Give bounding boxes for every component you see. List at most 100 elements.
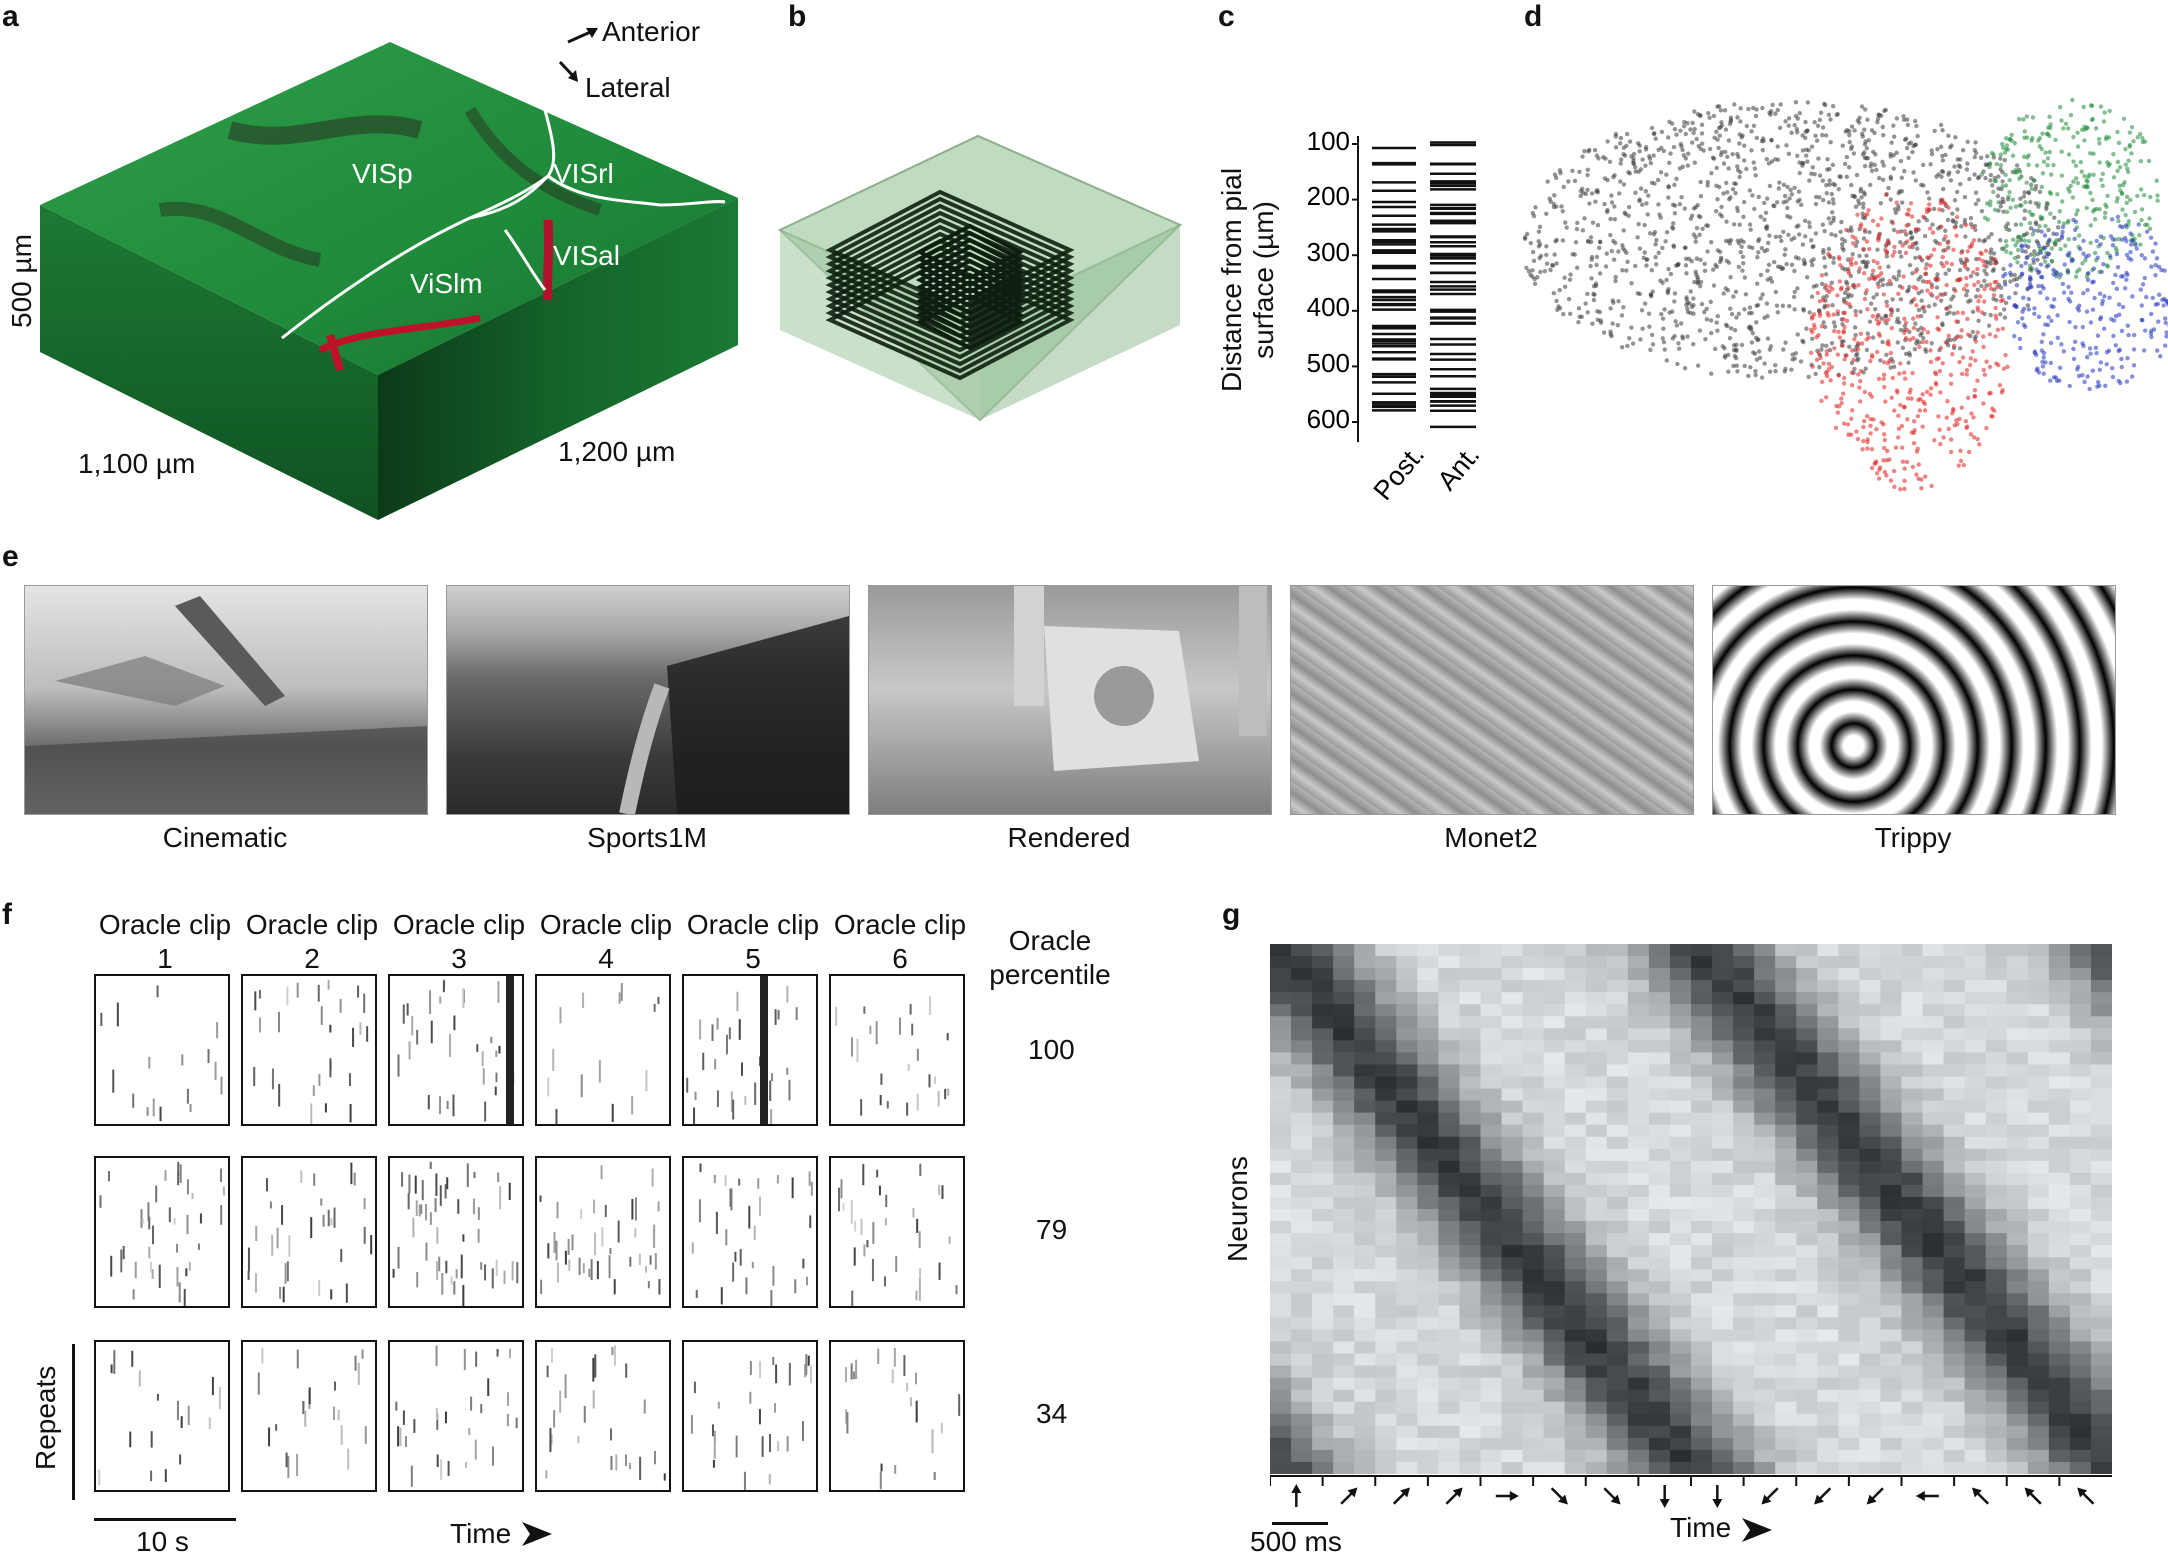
heatmap-cell xyxy=(2049,1390,2071,1403)
neuron-point xyxy=(1933,302,1937,306)
neuron-point xyxy=(2079,160,2083,164)
heatmap-cell xyxy=(1902,1305,1924,1318)
neuron-point xyxy=(1925,390,1929,394)
heatmap-cell xyxy=(1649,1329,1671,1342)
neuron-point xyxy=(1810,364,1814,368)
heatmap-cell xyxy=(1354,1342,1376,1355)
neuron-point xyxy=(1905,289,1909,293)
neuron-point xyxy=(2151,249,2155,253)
neuron-point xyxy=(1533,205,1537,209)
neuron-point xyxy=(2004,239,2008,243)
heatmap-cell xyxy=(2049,944,2071,957)
neuron-point xyxy=(1871,269,1875,273)
heatmap-cell xyxy=(1544,1366,1566,1379)
heatmap-cell xyxy=(1396,1414,1418,1427)
heatmap-cell xyxy=(2028,992,2050,1005)
heatmap-cell xyxy=(1396,1305,1418,1318)
heatmap-cell xyxy=(1923,1317,1945,1330)
neuron-point xyxy=(1847,165,1851,169)
heatmap-cell xyxy=(1565,1101,1587,1114)
neuron-point xyxy=(1885,242,1889,246)
heatmap-cell xyxy=(1944,1329,1966,1342)
neuron-point xyxy=(1700,123,1704,127)
neuron-point xyxy=(1730,152,1734,156)
neuron-point xyxy=(1684,271,1688,275)
heatmap-cell xyxy=(1396,1221,1418,1234)
heatmap-cell xyxy=(2049,1366,2071,1379)
heatmap-cell xyxy=(1607,1185,1629,1198)
neuron-point xyxy=(1843,162,1847,166)
neuron-point xyxy=(1947,334,1951,338)
neuron-point xyxy=(1733,191,1737,195)
neuron-point xyxy=(1789,367,1793,371)
neuron-point xyxy=(2118,165,2122,169)
neuron-point xyxy=(2126,333,2130,337)
neuron-point xyxy=(1862,127,1866,131)
neuron-point xyxy=(1805,275,1809,279)
neuron-point xyxy=(1936,414,1940,418)
neuron-point xyxy=(1819,347,1823,351)
neuron-point xyxy=(1753,369,1757,373)
neuron-point xyxy=(1916,291,1920,295)
heatmap-cell xyxy=(1838,1101,1860,1114)
heatmap-cell xyxy=(1902,992,1924,1005)
heatmap-cell xyxy=(1270,1221,1292,1234)
heatmap-cell xyxy=(1859,1305,1881,1318)
neuron-point xyxy=(1859,222,1863,226)
neuron-point xyxy=(1973,148,1977,152)
neuron-point xyxy=(1863,366,1867,370)
stimulus-label-trippy: Trippy xyxy=(1712,822,2114,854)
heatmap-cell xyxy=(1628,1137,1650,1150)
neuron-point xyxy=(1716,146,1720,150)
neuron-point xyxy=(1818,356,1822,360)
neuron-point xyxy=(2022,323,2026,327)
neuron-point xyxy=(1929,360,1933,364)
neuron-point xyxy=(1908,390,1912,394)
heatmap-cell xyxy=(1544,1390,1566,1403)
heatmap-cell xyxy=(1628,1281,1650,1294)
heatmap-cell xyxy=(1691,1221,1713,1234)
heatmap-cell xyxy=(1796,1245,1818,1258)
heatmap-cell xyxy=(2091,1305,2112,1318)
heatmap-cell xyxy=(2007,1004,2029,1017)
clip-number: 3 xyxy=(386,942,532,976)
heatmap-cell xyxy=(1838,1161,1860,1174)
heatmap-cell xyxy=(1586,1305,1608,1318)
neuron-point xyxy=(1674,177,1678,181)
neuron-point xyxy=(1895,388,1899,392)
heatmap-cell xyxy=(1859,1016,1881,1029)
clip-number: 1 xyxy=(92,942,238,976)
heatmap-cell xyxy=(1544,1305,1566,1318)
heatmap-cell xyxy=(1544,1342,1566,1355)
neuron-point xyxy=(1795,130,1799,134)
heatmap-cell xyxy=(1986,1402,2008,1415)
heatmap-cell xyxy=(1396,1089,1418,1102)
neuron-point xyxy=(2020,249,2024,253)
heatmap-cell xyxy=(1733,1354,1755,1367)
neuron-point xyxy=(2032,312,2036,316)
neuron-point xyxy=(1817,365,1821,369)
neuron-point xyxy=(2114,343,2118,347)
neuron-point xyxy=(1714,320,1718,324)
neuron-point xyxy=(1991,152,1995,156)
neuron-point xyxy=(1826,313,1830,317)
heatmap-cell xyxy=(1817,956,1839,969)
heatmap-cell xyxy=(1270,1161,1292,1174)
heatmap-cell xyxy=(1649,1137,1671,1150)
spike-raster xyxy=(388,1156,524,1308)
heatmap-cell xyxy=(1270,1137,1292,1150)
heatmap-cell xyxy=(1502,1426,1524,1439)
neuron-point xyxy=(1847,345,1851,349)
neuron-point xyxy=(1690,259,1694,263)
neuron-point xyxy=(2042,160,2046,164)
heatmap-cell xyxy=(1459,1366,1481,1379)
heatmap-cell xyxy=(2007,1197,2029,1210)
neuron-point xyxy=(1984,249,1988,253)
neuron-point xyxy=(1660,246,1664,250)
heatmap-cell xyxy=(1502,1245,1524,1258)
neuron-point xyxy=(1750,193,1754,197)
heatmap-cell xyxy=(1354,1004,1376,1017)
neuron-point xyxy=(2063,262,2067,266)
heatmap-cell xyxy=(1965,1149,1987,1162)
neuron-point xyxy=(1933,277,1937,281)
